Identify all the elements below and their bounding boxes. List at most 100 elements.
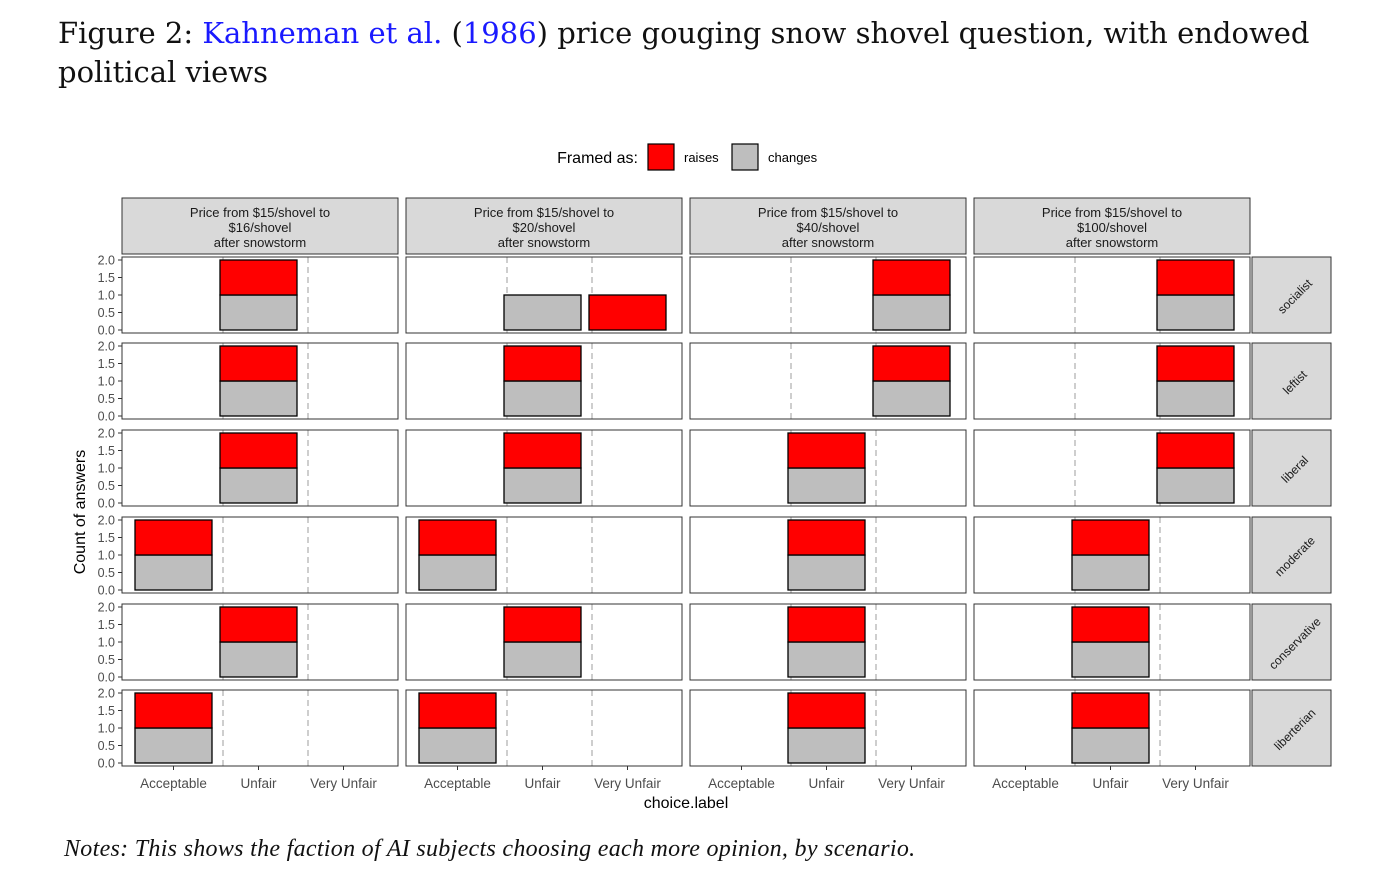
bar-raises [219, 259, 298, 296]
y-tick-label: 0.5 [98, 739, 115, 753]
row-strip [1251, 256, 1332, 334]
panel-border [689, 603, 967, 681]
bar-raises [418, 519, 497, 556]
bar-changes [1071, 727, 1150, 764]
panel-border [689, 689, 967, 767]
bar-raises [1156, 259, 1235, 296]
y-tick-label: 0.5 [98, 306, 115, 320]
bar-raises [219, 432, 298, 469]
legend-label-changes: changes [768, 150, 818, 165]
y-tick-label: 0.0 [98, 584, 115, 598]
y-tick-label: 1.0 [98, 636, 115, 650]
panel-border [405, 689, 683, 767]
y-tick-label: 0.0 [98, 757, 115, 771]
bar-raises [219, 345, 298, 382]
column-strip [405, 197, 683, 255]
row-strip [1251, 603, 1332, 681]
y-tick-label: 1.5 [98, 357, 115, 371]
column-strip [973, 197, 1251, 255]
column-strip-label: after snowstorm [782, 235, 874, 250]
y-tick-label: 0.5 [98, 479, 115, 493]
panel-border [689, 429, 967, 507]
bar-changes [219, 294, 298, 331]
panel-border [689, 256, 967, 334]
bar-changes [219, 641, 298, 678]
y-tick-label: 1.0 [98, 549, 115, 563]
bar-changes [134, 727, 213, 764]
legend-key-changes [731, 143, 759, 171]
caption-citation-author[interactable]: Kahneman et al. [202, 16, 443, 50]
panel-border [405, 429, 683, 507]
x-tick-label: Unfair [1092, 776, 1129, 791]
y-tick-label: 2.0 [98, 340, 115, 354]
x-tick-label: Very Unfair [1162, 776, 1229, 791]
legend-label-raises: raises [684, 150, 719, 165]
bar-raises [134, 519, 213, 556]
x-tick-label: Unfair [808, 776, 845, 791]
bar-changes [1156, 467, 1235, 504]
y-tick-label: 0.0 [98, 410, 115, 424]
caption-citation-year[interactable]: 1986 [462, 16, 537, 50]
y-tick-label: 2.0 [98, 254, 115, 268]
bar-raises [787, 692, 866, 729]
bar-changes [418, 727, 497, 764]
bar-changes [418, 554, 497, 591]
panel-border [405, 516, 683, 594]
column-strip-label: $40/shovel [797, 220, 860, 235]
column-strip-label: Price from $15/shovel to [758, 205, 898, 220]
column-strip-label: Price from $15/shovel to [1042, 205, 1182, 220]
bar-changes [1156, 380, 1235, 417]
bar-raises [787, 519, 866, 556]
bar-raises [872, 345, 951, 382]
y-tick-label: 0.5 [98, 392, 115, 406]
caption-open-paren: ( [442, 16, 463, 50]
bar-changes [1071, 554, 1150, 591]
bar-changes [1071, 641, 1150, 678]
bar-raises [503, 432, 582, 469]
y-axis-title: Count of answers [72, 450, 89, 575]
y-tick-label: 2.0 [98, 601, 115, 615]
figure-notes: Notes: This shows the faction of AI subj… [64, 836, 916, 862]
y-tick-label: 0.0 [98, 497, 115, 511]
panel-border [973, 603, 1251, 681]
bar-raises [1156, 345, 1235, 382]
y-tick-label: 1.0 [98, 462, 115, 476]
y-tick-label: 0.5 [98, 653, 115, 667]
bar-changes [1156, 294, 1235, 331]
bar-changes [787, 727, 866, 764]
panel-border [405, 603, 683, 681]
panel-border [973, 516, 1251, 594]
figure-caption: Figure 2: Kahneman et al. (1986) price g… [58, 14, 1358, 92]
y-tick-label: 2.0 [98, 427, 115, 441]
x-axis-title: choice.label [644, 795, 729, 812]
column-strip-label: after snowstorm [1066, 235, 1158, 250]
bar-raises [134, 692, 213, 729]
row-strip [1251, 689, 1332, 767]
bar-changes [503, 380, 582, 417]
x-tick-label: Very Unfair [878, 776, 945, 791]
column-strip-label: after snowstorm [498, 235, 590, 250]
bar-raises [503, 606, 582, 643]
column-strip [121, 197, 399, 255]
y-tick-label: 1.0 [98, 375, 115, 389]
y-tick-label: 1.5 [98, 704, 115, 718]
x-tick-label: Unfair [524, 776, 561, 791]
bar-raises [787, 432, 866, 469]
panel-border [405, 256, 683, 334]
panel-border [689, 516, 967, 594]
bar-raises [588, 294, 667, 331]
x-tick-label: Acceptable [992, 776, 1059, 791]
panel-border [689, 342, 967, 420]
legend-title: Framed as: [557, 150, 638, 167]
column-strip-label: Price from $15/shovel to [190, 205, 330, 220]
x-tick-label: Very Unfair [310, 776, 377, 791]
bar-raises [418, 692, 497, 729]
bar-changes [872, 380, 951, 417]
bar-raises [872, 259, 951, 296]
bar-raises [1071, 519, 1150, 556]
panel-border [973, 429, 1251, 507]
bar-changes [872, 294, 951, 331]
bar-raises [1071, 606, 1150, 643]
y-tick-label: 2.0 [98, 687, 115, 701]
